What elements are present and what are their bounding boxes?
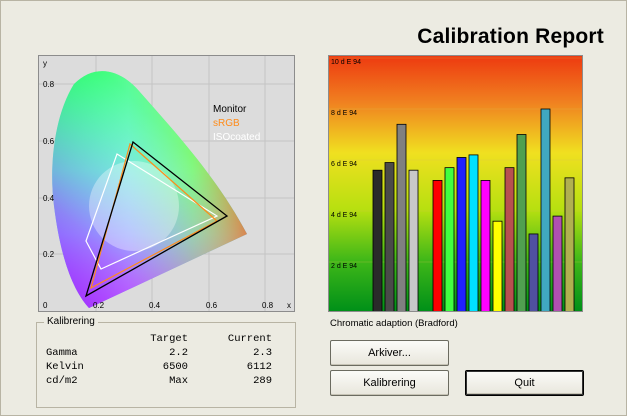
delta-e-bar	[552, 215, 563, 311]
table-row: Kelvin 6500 6112	[46, 360, 272, 374]
cie-y-tick: 0.4	[43, 194, 55, 203]
report-title: Calibration Report	[417, 25, 604, 48]
quit-button[interactable]: Quit	[465, 370, 584, 396]
kalibrering-table: Target Current Gamma 2.2 2.3 Kelvin 6500…	[46, 332, 272, 388]
chromatic-adaption-label: Chromatic adaption (Bradford)	[330, 318, 458, 329]
delta-e-bar	[540, 108, 551, 311]
delta-e-bar	[396, 123, 407, 311]
cie-x-tick: 0.4	[149, 301, 161, 310]
table-row: Gamma 2.2 2.3	[46, 346, 272, 360]
delta-e-background	[329, 56, 582, 311]
row-name: Kelvin	[46, 361, 84, 373]
delta-e-bar	[504, 167, 515, 311]
delta-e-tick: 6 d E 94	[331, 161, 357, 168]
monitor-gamut	[84, 140, 229, 298]
spectral-locus	[52, 71, 248, 308]
cie-x-tick: 0.2	[93, 301, 105, 310]
row-name: Gamma	[46, 347, 78, 359]
delta-e-tick: 4 d E 94	[331, 212, 357, 219]
row-target: 6500	[162, 361, 188, 373]
delta-e-bar	[564, 177, 575, 311]
delta-e-bar	[480, 180, 491, 311]
archive-button[interactable]: Arkiver...	[330, 340, 449, 366]
delta-e-bar	[432, 180, 443, 311]
cie-svg: y 0.8 0.6 0.4 0.2 0 0.2 0.4 0.6 0.8 x Mo…	[39, 56, 294, 311]
delta-e-bar	[528, 233, 539, 311]
row-target: 2.2	[169, 347, 188, 359]
row-name: cd/m2	[46, 375, 78, 387]
cie-y-tick: 0.8	[43, 80, 55, 89]
delta-e-bar	[468, 154, 479, 311]
row-current: 289	[253, 375, 272, 387]
cie-diagram: y 0.8 0.6 0.4 0.2 0 0.2 0.4 0.6 0.8 x Mo…	[38, 55, 295, 312]
cie-x-tick: 0.6	[206, 301, 218, 310]
delta-e-chart: 10 d E 94 8 d E 94 6 d E 94 4 d E 94 2 d…	[328, 55, 583, 312]
cie-y-tick: 0	[43, 301, 48, 310]
delta-e-tick: 8 d E 94	[331, 110, 357, 117]
row-current: 2.3	[253, 347, 272, 359]
header-empty	[46, 332, 134, 346]
kalibrering-header-row: Target Current	[46, 332, 272, 346]
delta-e-bar	[372, 169, 383, 311]
legend-srgb: sRGB	[213, 118, 240, 129]
cie-y-tick: 0.2	[43, 250, 55, 259]
delta-e-bar	[492, 220, 503, 311]
cie-y-tick: 0.6	[43, 137, 55, 146]
delta-e-bar	[408, 169, 419, 311]
legend-monitor: Monitor	[213, 104, 247, 115]
delta-e-svg: 10 d E 94 8 d E 94 6 d E 94 4 d E 94 2 d…	[329, 56, 582, 311]
cie-y-axis-label: y	[43, 59, 47, 68]
isocoated-gamut	[85, 153, 219, 270]
delta-e-tick: 10 d E 94	[331, 59, 361, 66]
delta-e-bar	[516, 134, 527, 311]
row-target: Max	[169, 375, 188, 387]
table-row: cd/m2 Max 289	[46, 374, 272, 388]
header-current: Current	[227, 333, 272, 345]
cie-x-tick: 0.8	[262, 301, 274, 310]
cie-x-axis-label: x	[287, 301, 291, 310]
delta-e-grid	[329, 57, 582, 263]
kalibrering-legend: Kalibrering	[44, 316, 98, 327]
delta-e-bar	[384, 162, 395, 311]
delta-e-tick: 2 d E 94	[331, 263, 357, 270]
header-target: Target	[150, 333, 188, 345]
row-current: 6112	[246, 361, 272, 373]
calibrate-button[interactable]: Kalibrering	[330, 370, 449, 396]
legend-isocoated: ISOcoated	[213, 132, 260, 143]
delta-e-bar	[456, 157, 467, 311]
kalibrering-group	[36, 322, 296, 408]
delta-e-bars	[372, 108, 575, 311]
delta-e-bar	[444, 167, 455, 311]
